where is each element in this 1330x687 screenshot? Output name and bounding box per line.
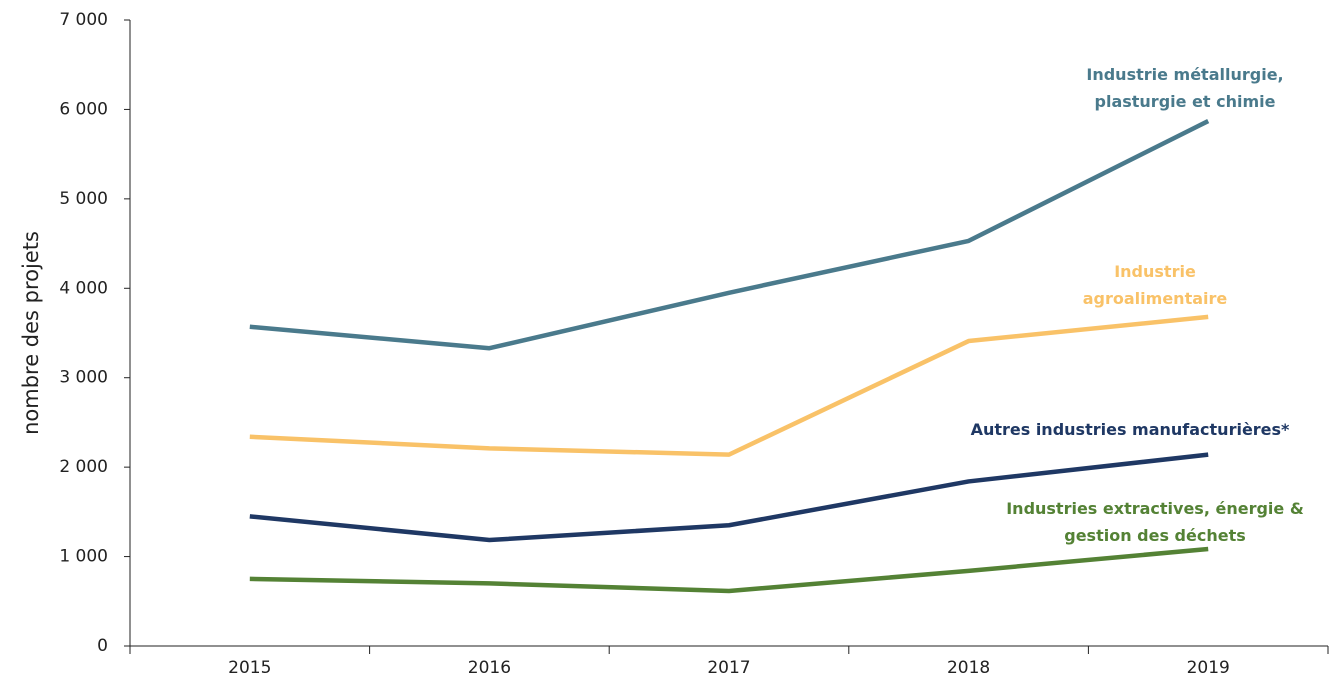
series-line — [249, 452, 1209, 543]
series-label: Industries extractives, énergie & gestion… — [1006, 499, 1304, 545]
x-tick-label: 2016 — [468, 658, 511, 678]
y-tick-label: 4 000 — [59, 278, 108, 298]
x-tick-label: 2018 — [947, 658, 990, 678]
series-label: Autres industries manufacturières* — [971, 420, 1290, 439]
series-line — [249, 546, 1209, 594]
y-axis-label: nombre des projets — [19, 231, 43, 435]
y-tick-label: 6 000 — [59, 99, 108, 119]
y-tick-label: 2 000 — [59, 457, 108, 477]
x-tick-label: 2017 — [707, 658, 750, 678]
series-line — [249, 119, 1210, 351]
series-label-line: Industrie métallurgie, — [1086, 65, 1283, 84]
series-label-line: gestion des déchets — [1064, 526, 1246, 545]
series-label-line: Industries extractives, énergie & — [1006, 499, 1304, 518]
x-tick-label: 2019 — [1187, 658, 1230, 678]
x-tick-label: 2015 — [228, 658, 271, 678]
y-tick-label: 5 000 — [59, 189, 108, 209]
series-label: Industrie agroalimentaire — [1083, 262, 1228, 308]
series-label-line: plasturgie et chimie — [1095, 92, 1276, 111]
y-tick-label: 7 000 — [59, 10, 108, 30]
series-label-line: Industrie — [1114, 262, 1196, 281]
series-label-line: agroalimentaire — [1083, 289, 1228, 308]
series-line — [249, 314, 1209, 457]
y-tick-label: 0 — [97, 636, 108, 656]
series-label-line: Autres industries manufacturières* — [971, 420, 1290, 439]
series-label: Industrie métallurgie, plasturgie et chim… — [1086, 65, 1283, 111]
y-tick-label: 3 000 — [59, 368, 108, 388]
y-tick-label: 1 000 — [59, 547, 108, 567]
